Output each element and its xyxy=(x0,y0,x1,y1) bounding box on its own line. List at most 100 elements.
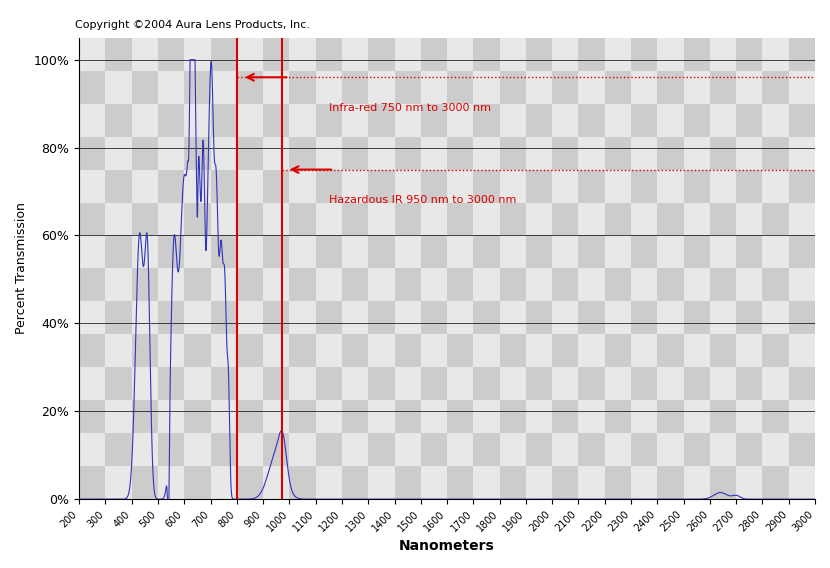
Bar xyxy=(342,170,369,203)
Bar xyxy=(579,433,605,466)
Bar xyxy=(132,236,158,269)
Bar xyxy=(500,269,526,302)
Bar xyxy=(526,203,552,236)
Bar xyxy=(132,302,158,335)
Bar xyxy=(315,0,342,5)
Bar xyxy=(158,0,184,5)
Bar xyxy=(552,70,579,103)
Bar xyxy=(579,269,605,302)
Bar xyxy=(736,103,763,136)
Bar xyxy=(263,367,290,400)
Bar xyxy=(552,5,579,37)
Bar xyxy=(237,433,263,466)
Bar xyxy=(631,335,657,367)
Bar xyxy=(394,302,421,335)
Bar xyxy=(421,302,447,335)
Bar xyxy=(605,269,631,302)
Bar xyxy=(263,433,290,466)
Bar xyxy=(763,367,788,400)
Bar xyxy=(736,335,763,367)
Bar xyxy=(421,367,447,400)
Bar xyxy=(184,269,211,302)
X-axis label: Nanometers: Nanometers xyxy=(399,539,495,553)
Bar xyxy=(526,466,552,499)
Bar xyxy=(342,5,369,37)
Bar xyxy=(79,367,105,400)
Bar xyxy=(763,203,788,236)
Bar xyxy=(211,269,237,302)
Bar xyxy=(710,170,736,203)
Bar xyxy=(763,103,788,136)
Bar xyxy=(500,400,526,433)
Bar xyxy=(211,70,237,103)
Bar xyxy=(263,335,290,367)
Bar xyxy=(763,5,788,37)
Bar xyxy=(421,203,447,236)
Bar xyxy=(815,136,830,170)
Bar xyxy=(315,203,342,236)
Bar xyxy=(473,5,500,37)
Bar xyxy=(684,70,710,103)
Bar xyxy=(447,103,473,136)
Bar xyxy=(158,400,184,433)
Bar xyxy=(473,269,500,302)
Bar xyxy=(158,5,184,37)
Bar xyxy=(657,136,684,170)
Bar xyxy=(526,5,552,37)
Bar xyxy=(815,367,830,400)
Bar xyxy=(132,367,158,400)
Bar xyxy=(473,302,500,335)
Bar xyxy=(369,103,394,136)
Bar xyxy=(500,203,526,236)
Bar xyxy=(815,466,830,499)
Bar xyxy=(79,433,105,466)
Bar xyxy=(763,0,788,5)
Bar xyxy=(263,103,290,136)
Bar xyxy=(237,236,263,269)
Bar xyxy=(473,103,500,136)
Bar xyxy=(263,37,290,70)
Bar xyxy=(579,136,605,170)
Bar xyxy=(394,466,421,499)
Bar xyxy=(631,37,657,70)
Bar xyxy=(184,433,211,466)
Bar xyxy=(500,0,526,5)
Bar xyxy=(105,37,132,70)
Bar xyxy=(684,170,710,203)
Bar xyxy=(184,367,211,400)
Bar xyxy=(394,0,421,5)
Bar xyxy=(815,335,830,367)
Bar xyxy=(684,400,710,433)
Bar xyxy=(657,0,684,5)
Bar xyxy=(290,302,315,335)
Bar xyxy=(815,37,830,70)
Bar xyxy=(579,5,605,37)
Bar xyxy=(369,302,394,335)
Bar xyxy=(79,269,105,302)
Bar xyxy=(710,433,736,466)
Bar xyxy=(605,236,631,269)
Bar xyxy=(394,103,421,136)
Bar xyxy=(290,236,315,269)
Bar xyxy=(132,136,158,170)
Bar xyxy=(263,203,290,236)
Bar xyxy=(788,70,815,103)
Bar xyxy=(447,136,473,170)
Bar xyxy=(263,0,290,5)
Bar xyxy=(342,203,369,236)
Bar xyxy=(211,400,237,433)
Bar xyxy=(132,433,158,466)
Bar xyxy=(211,203,237,236)
Bar xyxy=(788,236,815,269)
Bar xyxy=(657,367,684,400)
Bar xyxy=(369,0,394,5)
Bar xyxy=(631,5,657,37)
Bar xyxy=(473,335,500,367)
Bar xyxy=(631,170,657,203)
Bar xyxy=(421,136,447,170)
Bar xyxy=(237,170,263,203)
Bar xyxy=(290,269,315,302)
Bar xyxy=(579,170,605,203)
Bar xyxy=(552,400,579,433)
Bar xyxy=(105,70,132,103)
